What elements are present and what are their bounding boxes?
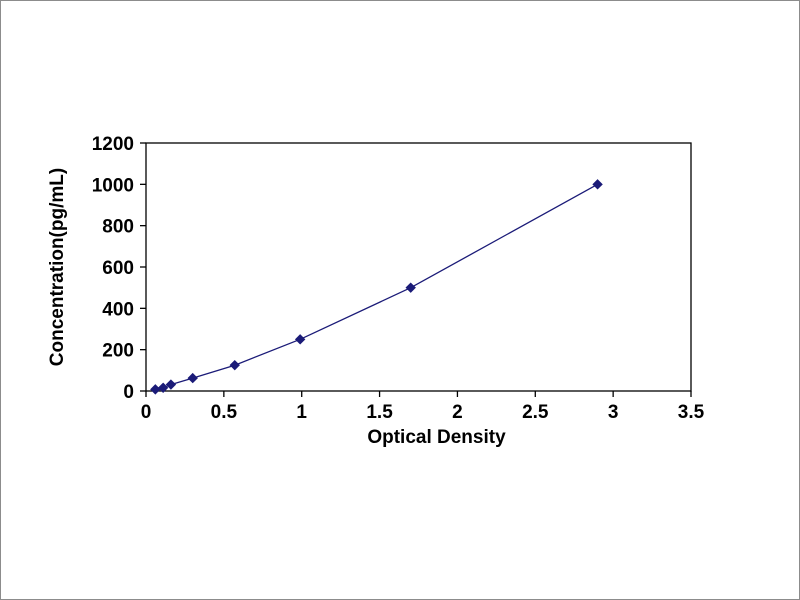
- data-point-marker: [294, 334, 306, 345]
- x-tick-label: 0.5: [211, 402, 238, 423]
- y-tick-label: 1200: [92, 134, 134, 155]
- data-point-marker: [592, 179, 603, 190]
- y-tick-label: 800: [102, 217, 134, 238]
- x-tick-label: 0: [141, 402, 152, 423]
- data-point-marker: [229, 359, 240, 371]
- x-axis-title-text: Optical Density: [367, 427, 506, 448]
- x-tick-label: 2: [452, 402, 463, 423]
- y-tick-label: 200: [102, 341, 134, 362]
- data-point-marker: [165, 379, 177, 390]
- x-tick-label: 2.5: [522, 402, 549, 423]
- data-point-marker: [150, 384, 161, 395]
- y-axis-title: Concentration(pg/mL): [47, 167, 68, 367]
- data-point-marker: [187, 372, 198, 384]
- data-point-marker: [157, 382, 169, 393]
- y-tick-label: 0: [123, 382, 134, 403]
- x-tick-label: 3: [608, 402, 619, 423]
- data-point-marker: [405, 282, 416, 293]
- x-tick-label: 1: [296, 402, 307, 423]
- x-axis-title: Optical Density: [1, 427, 799, 449]
- x-tick-label: 3.5: [678, 402, 705, 423]
- y-tick-label: 1000: [92, 175, 134, 196]
- plot-border: [145, 142, 692, 392]
- series-line: [155, 183, 598, 391]
- x-tick-label: 1.5: [366, 402, 393, 423]
- y-tick-label: 400: [102, 299, 134, 320]
- y-tick-label: 600: [102, 258, 134, 279]
